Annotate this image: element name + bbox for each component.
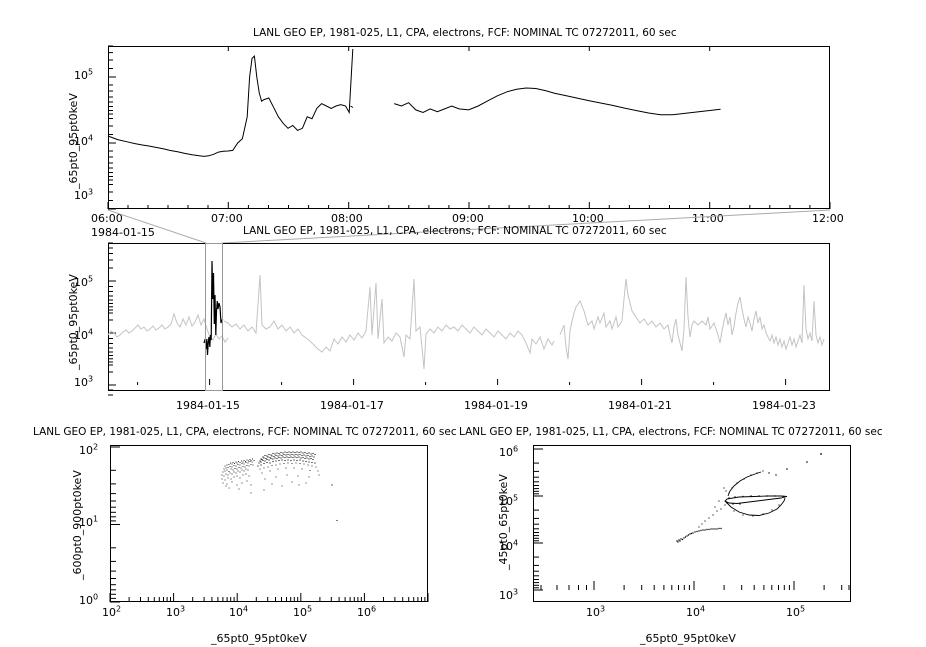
panel2-overview-trace <box>107 312 229 343</box>
panel3-xtick-1e6: 106 <box>357 604 377 619</box>
panel4-svg <box>533 448 850 591</box>
panel4-ytick-1e5: 105 <box>499 493 519 508</box>
panel1-xtick-0800: 08:00 <box>331 212 363 225</box>
panel4-xlabel: _65pt0_95pt0keV <box>640 632 736 645</box>
panel4-track-lower-left <box>676 504 726 543</box>
panel1-xtick-1200: 12:00 <box>812 212 844 225</box>
panel1-xtick-0900: 09:00 <box>452 212 484 225</box>
panel4-xtick-1e3: 103 <box>586 604 606 619</box>
panel2-title: LANL GEO EP, 1981-025, L1, CPA, electron… <box>243 225 667 237</box>
panel1-xtick-1100: 11:00 <box>692 212 724 225</box>
panel1-ytick-1e5: 105 <box>74 67 94 82</box>
panel2-overview-trace-2 <box>223 274 555 370</box>
panel3-scatter-right-lobe <box>257 451 320 485</box>
panel3-scatter-left-lobe <box>221 458 255 490</box>
panel2-svg <box>107 242 825 396</box>
panel1-trace-segment-1b <box>350 105 354 108</box>
panel3-scatter-outliers <box>250 484 338 522</box>
panel4-loop-points <box>714 470 784 517</box>
panel4-ytick-1e6: 106 <box>499 444 519 459</box>
panel3-xlabel: _65pt0_95pt0keV <box>211 632 307 645</box>
panel3-ytick-1e0: 100 <box>79 592 99 607</box>
zoom-connector-lines <box>107 209 831 244</box>
panel1-date-label: 1984-01-15 <box>91 226 155 239</box>
panel4-axes-frame <box>533 445 851 602</box>
panel2-ytick-1e3: 103 <box>74 374 94 389</box>
panel4-hysteresis-loop <box>724 471 788 516</box>
panel4-ytick-1e4: 104 <box>499 538 519 553</box>
panel4-xtick-1e4: 104 <box>686 604 706 619</box>
panel3-axes-frame <box>110 445 428 602</box>
panel3-ytick-1e1: 101 <box>79 514 99 529</box>
panel4-outliers <box>768 453 822 476</box>
panel1-svg <box>107 45 831 210</box>
panel2-highlight-trace <box>203 260 224 356</box>
panel2-overview-trace-3 <box>559 276 825 360</box>
panel2-xtick-2: 1984-01-19 <box>464 399 528 412</box>
panel3-xtick-1e5: 105 <box>293 604 313 619</box>
panel2-zoom-region-box[interactable] <box>205 243 223 391</box>
panel2-xtick-0: 1984-01-15 <box>176 399 240 412</box>
panel1-trace-segment-1 <box>107 48 354 157</box>
panel3-xtick-1e3: 103 <box>166 604 186 619</box>
panel3-xtick-1e2: 102 <box>102 604 122 619</box>
panel1-ytick-1e3: 103 <box>74 187 94 202</box>
panel2-ytick-1e5: 105 <box>74 274 94 289</box>
panel2-axes-frame <box>108 243 830 391</box>
panel1-xtick-1000: 10:00 <box>572 212 604 225</box>
panel1-xtick-0600: 06:00 <box>91 212 123 225</box>
panel4-xtick-1e5: 105 <box>786 604 806 619</box>
panel3-title: LANL GEO EP, 1981-025, L1, CPA, electron… <box>33 426 457 438</box>
panel2-xtick-4: 1984-01-23 <box>752 399 816 412</box>
panel2-xtick-1: 1984-01-17 <box>320 399 384 412</box>
panel2-ytick-1e4: 104 <box>74 327 94 342</box>
panel1-title: LANL GEO EP, 1981-025, L1, CPA, electron… <box>253 27 677 39</box>
panel4-ytick-1e3: 103 <box>499 587 519 602</box>
panel1-xtick-0700: 07:00 <box>211 212 243 225</box>
panel1-ytick-1e4: 104 <box>74 133 94 148</box>
panel4-title: LANL GEO EP, 1981-025, L1, CPA, electron… <box>459 426 883 438</box>
panel3-svg <box>109 446 429 603</box>
panel3-xtick-1e4: 104 <box>229 604 249 619</box>
panel3-ytick-1e2: 102 <box>79 442 99 457</box>
panel2-xtick-3: 1984-01-21 <box>608 399 672 412</box>
panel1-trace-segment-2 <box>394 87 721 116</box>
panel4-ylabel: _45pt0_65pt0keV <box>497 474 510 570</box>
